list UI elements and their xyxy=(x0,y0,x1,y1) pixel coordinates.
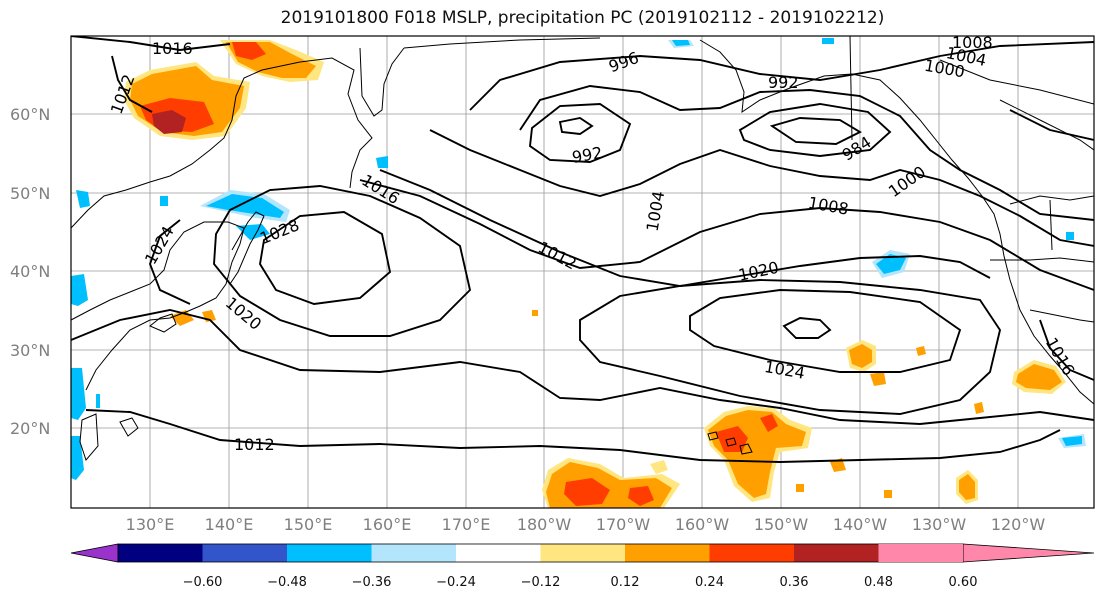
isobar-label: 1016 xyxy=(152,39,193,58)
colorbar-tick-label: 0.48 xyxy=(864,575,893,590)
colorbar-segment xyxy=(456,544,541,562)
colorbar-segment xyxy=(118,544,203,562)
lat-label: 40°N xyxy=(10,262,50,281)
colorbar-right-extension xyxy=(962,543,1095,563)
lon-label: 120°W xyxy=(991,515,1046,534)
map-title: 2019101800 F018 MSLP, precipitation PC (… xyxy=(280,8,885,28)
lat-label: 20°N xyxy=(10,419,50,438)
colorbar-tick-label: 0.24 xyxy=(695,575,724,590)
lon-label: 140°E xyxy=(205,515,254,534)
colorbar-tick-label: 0.60 xyxy=(949,575,978,590)
lon-label: 180°W xyxy=(517,515,572,534)
colorbar-tick-label: 0.12 xyxy=(611,575,640,590)
isobar-label: 992 xyxy=(768,73,799,92)
lon-label: 150°E xyxy=(284,515,333,534)
colorbar-segment xyxy=(540,544,625,562)
colorbar-left-extension xyxy=(70,543,119,563)
lon-label: 140°W xyxy=(833,515,888,534)
colorbar-segment xyxy=(202,544,287,562)
colorbar-segment xyxy=(878,544,963,562)
lat-label: 30°N xyxy=(10,341,50,360)
lon-label: 170°E xyxy=(442,515,491,534)
isobar-label: 1012 xyxy=(234,435,275,454)
colorbar-segment xyxy=(794,544,879,562)
lon-label: 130°E xyxy=(126,515,175,534)
colorbar-tick-label: −0.36 xyxy=(352,575,392,590)
isobar-label: 1008 xyxy=(952,33,993,52)
map-frame xyxy=(70,35,1095,509)
colorbar-segment xyxy=(709,544,794,562)
colorbar-tick-label: −0.48 xyxy=(267,575,307,590)
lon-label: 150°W xyxy=(754,515,809,534)
colorbar-tick-label: −0.24 xyxy=(436,575,476,590)
colorbar-ticks: −0.60 −0.48 −0.36 −0.24 −0.12 0.12 0.24 … xyxy=(183,575,978,590)
colorbar-segment xyxy=(625,544,710,562)
precipitation-shading xyxy=(71,38,1086,508)
colorbar xyxy=(70,543,1095,563)
map-background xyxy=(71,36,1094,508)
colorbar-segment xyxy=(287,544,372,562)
lat-label: 50°N xyxy=(10,184,50,203)
lon-label: 160°W xyxy=(675,515,730,534)
longitude-labels: 130°E 140°E 150°E 160°E 170°E 180°W 170°… xyxy=(126,515,1046,534)
lon-label: 130°W xyxy=(912,515,967,534)
colorbar-tick-label: −0.60 xyxy=(183,575,223,590)
colorbar-tick-label: 0.36 xyxy=(780,575,809,590)
lat-label: 60°N xyxy=(10,105,50,124)
colorbar-tick-label: −0.12 xyxy=(521,575,561,590)
colorbar-segment xyxy=(371,544,456,562)
lon-label: 170°W xyxy=(596,515,651,534)
isobars xyxy=(71,36,1094,463)
latitude-labels: 60°N 50°N 40°N 30°N 20°N xyxy=(10,105,50,438)
lon-label: 160°E xyxy=(363,515,412,534)
coastlines xyxy=(71,36,1094,461)
